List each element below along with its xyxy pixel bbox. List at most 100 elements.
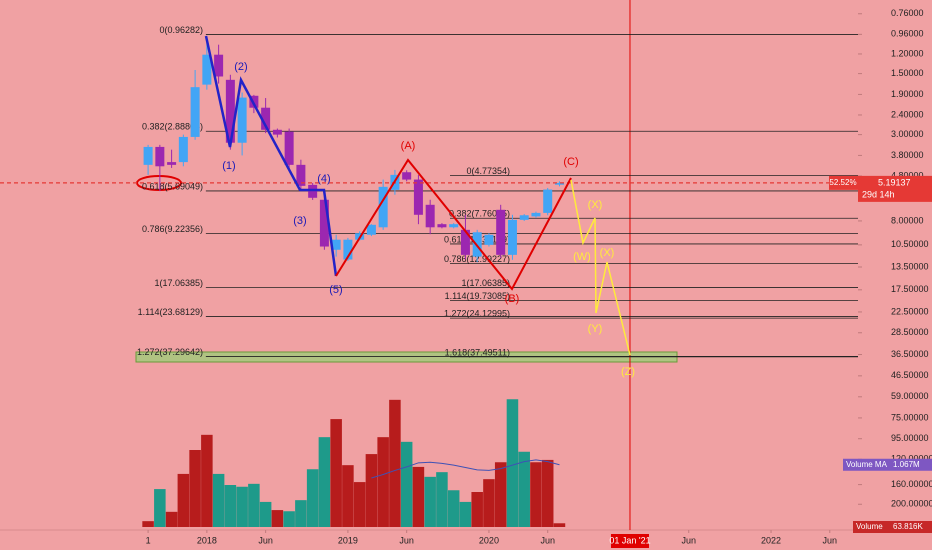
- wave-label: (2): [234, 61, 247, 73]
- y-tick-label: 36.50000: [891, 349, 929, 359]
- y-tick-label: 120.00000: [891, 454, 932, 464]
- candle-body: [449, 224, 459, 228]
- volume-bar: [447, 490, 460, 527]
- candle-body: [167, 162, 177, 165]
- fib-label: 1.114(23.68129): [138, 307, 203, 317]
- y-tick-label: 95.00000: [891, 433, 929, 443]
- fib-label: 1.272(24.12995): [444, 308, 510, 318]
- candle-body: [143, 146, 153, 165]
- volume-bar: [494, 462, 507, 527]
- x-tick-label: 01 Jan '21: [609, 535, 650, 545]
- y-tick-label: 22.50000: [891, 306, 929, 316]
- candle-body: [437, 224, 447, 228]
- y-tick-label: 8.00000: [891, 215, 924, 225]
- candle-body: [413, 179, 423, 215]
- volume-name: Volume: [856, 522, 883, 531]
- volume-bar: [259, 501, 272, 527]
- cursor-label-box: [610, 534, 649, 548]
- volume-bar: [541, 459, 554, 527]
- candle-body: [296, 164, 306, 186]
- volume-bar: [506, 399, 519, 527]
- candle-body: [214, 54, 224, 77]
- candle-body: [519, 215, 529, 220]
- wave-label: (C): [563, 156, 578, 168]
- volume-bar: [177, 473, 190, 527]
- change-label: 52.52%: [829, 178, 856, 187]
- candle-body: [554, 182, 564, 185]
- fib-label: 1.272(37.29642): [137, 347, 203, 357]
- candle-body: [155, 146, 165, 167]
- countdown-label: 29d 14h: [862, 189, 895, 199]
- volume-bar: [248, 483, 260, 527]
- candle-body: [202, 54, 212, 85]
- volume-bar: [342, 465, 354, 527]
- volume-ma-value: 1.067M: [893, 460, 920, 469]
- y-tick-label: 4.80000: [891, 170, 924, 180]
- candle-body: [225, 79, 235, 143]
- volume-bar: [377, 437, 389, 527]
- volume-bar: [306, 469, 319, 527]
- volume-bar: [518, 451, 530, 527]
- y-tick-label: 46.50000: [891, 370, 929, 380]
- x-tick-label: 2019: [338, 535, 358, 545]
- volume-bar: [165, 511, 178, 527]
- wave-label: (Y): [588, 323, 603, 335]
- wave-label: (5): [329, 284, 342, 296]
- y-tick-label: 160.00000: [891, 479, 932, 489]
- volume-bar: [483, 479, 495, 527]
- volume-bar: [295, 500, 307, 527]
- y-tick-label: 75.00000: [891, 412, 929, 422]
- candle-body: [319, 199, 329, 247]
- volume-value: 63.816K: [893, 522, 923, 531]
- x-tick-label: Jun: [399, 535, 414, 545]
- change-tag: [829, 175, 858, 190]
- candle-body: [366, 224, 376, 235]
- candle-body: [531, 212, 541, 217]
- volume-bar: [412, 466, 425, 527]
- y-tick-label: 1.90000: [891, 89, 924, 99]
- wave-label: (3): [293, 215, 306, 227]
- volume-bar: [224, 485, 237, 527]
- x-tick-label: Jun: [823, 535, 838, 545]
- fib-label: 0.786(9.22356): [142, 224, 203, 234]
- wave-label: (X): [588, 199, 603, 211]
- y-tick-label: 3.00000: [891, 129, 924, 139]
- candle-body: [460, 229, 470, 255]
- candle-body: [425, 204, 435, 228]
- fib-label: 0.382(2.88805): [142, 122, 203, 132]
- candle-body: [343, 239, 353, 260]
- candle-body: [484, 234, 494, 245]
- volume-bar: [201, 434, 213, 527]
- projection-wave: [570, 179, 631, 356]
- volume-bar: [389, 399, 401, 527]
- fib-label: 1.114(19.73085): [445, 291, 510, 301]
- candle-body: [261, 107, 271, 130]
- wave-label: (A): [401, 140, 416, 152]
- volume-bar: [353, 482, 366, 527]
- volume-ma-tag: [843, 458, 932, 471]
- candle-body: [543, 189, 553, 213]
- candle-body: [272, 129, 282, 135]
- fib-label: 1.618(37.49511): [445, 347, 510, 357]
- wave-label: (X): [600, 247, 615, 259]
- y-tick-label: 28.50000: [891, 327, 929, 337]
- y-tick-label: 1.20000: [891, 48, 924, 58]
- y-tick-label: 3.80000: [891, 150, 924, 160]
- x-tick-label: 1: [146, 535, 151, 545]
- volume-bar: [189, 450, 201, 527]
- candle-body: [237, 97, 247, 143]
- x-tick-label: Jun: [681, 535, 696, 545]
- volume-bar: [424, 476, 436, 527]
- fib-label: 1(17.06385): [461, 278, 510, 288]
- volume-bar: [471, 492, 483, 527]
- candle-body: [378, 186, 388, 228]
- candle-body: [284, 131, 294, 165]
- candle-body: [507, 219, 517, 255]
- y-tick-label: 17.50000: [891, 284, 929, 294]
- volume-ma-name: Volume MA: [846, 460, 888, 469]
- candle-body: [178, 136, 188, 163]
- fib-label: 0(0.96282): [159, 25, 203, 35]
- volume-tag: [853, 521, 932, 533]
